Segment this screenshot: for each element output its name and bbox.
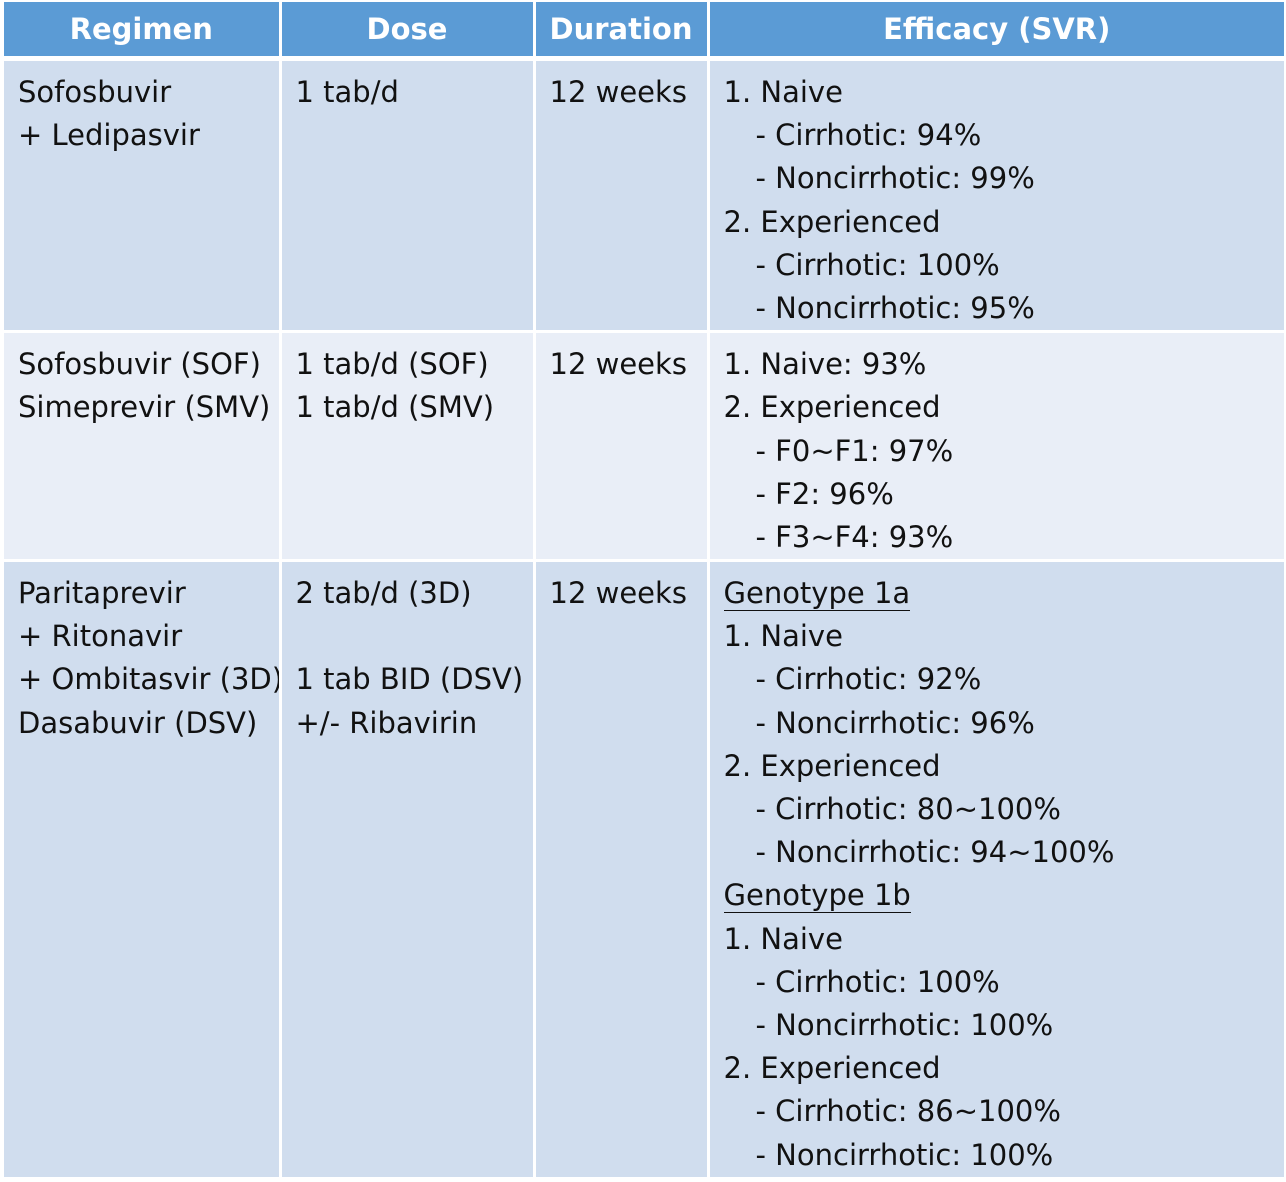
- regimen-line: Paritaprevir: [18, 576, 186, 611]
- dose-cell: 2 tab/d (3D) 1 tab BID (DSV) +/- Ribavir…: [280, 560, 536, 1180]
- regimen-line: Simeprevir (SMV): [18, 390, 271, 425]
- efficacy-item: - Noncirrhotic: 100%: [755, 1007, 1054, 1042]
- efficacy-heading: 2. Experienced: [723, 748, 941, 783]
- efficacy-item: - Noncirrhotic: 100%: [755, 1137, 1054, 1172]
- header-regimen: Regimen: [4, 2, 282, 61]
- efficacy-item: - Cirrhotic: 100%: [755, 247, 1000, 282]
- efficacy-cell: 1. Naive: 93% 2. Experienced - F0~F1: 97…: [708, 331, 1284, 563]
- efficacy-item: - Cirrhotic: 80~100%: [755, 792, 1061, 826]
- duration-cell: 12 weeks: [534, 560, 710, 1180]
- efficacy-item: - Cirrhotic: 86~100%: [755, 1094, 1061, 1129]
- regimen-line: + Ledipasvir: [18, 118, 200, 153]
- dose-line: 1 tab/d (SOF): [295, 347, 489, 382]
- dose-line: 1 tab/d (SMV): [295, 390, 495, 425]
- dose-line: +/- Ribavirin: [295, 705, 478, 740]
- duration-cell: 12 weeks: [534, 58, 710, 334]
- efficacy-cell: Genotype 1a 1. Naive - Cirrhotic: 92% - …: [708, 560, 1284, 1180]
- duration-value: 12 weeks: [549, 75, 687, 109]
- header-dose: Dose: [280, 2, 536, 61]
- regimen-line: + Ombitasvir (3D): [18, 662, 280, 697]
- efficacy-heading: 1. Naive: [723, 619, 843, 654]
- header-duration: Duration: [534, 2, 710, 61]
- regimen-cell: Paritaprevir + Ritonavir + Ombitasvir (3…: [4, 560, 282, 1180]
- header-efficacy: Efficacy (SVR): [708, 2, 1284, 61]
- efficacy-item: - F0~F1: 97%: [755, 433, 954, 468]
- header-row: Regimen Dose Duration Efficacy (SVR): [4, 2, 1284, 61]
- efficacy-item: - F3~F4: 93%: [755, 519, 954, 554]
- dose-cell: 1 tab/d (SOF) 1 tab/d (SMV): [280, 331, 536, 563]
- efficacy-item: - Cirrhotic: 94%: [755, 118, 982, 153]
- table-row: Sofosbuvir + Ledipasvir 1 tab/d 12 weeks…: [4, 58, 1284, 334]
- regimen-line: Dasabuvir (DSV): [18, 705, 258, 740]
- genotype-heading: Genotype 1a: [723, 576, 911, 612]
- regimen-line: Sofosbuvir: [18, 75, 172, 109]
- efficacy-item: - Cirrhotic: 92%: [755, 662, 982, 697]
- efficacy-item: - Noncirrhotic: 94~100%: [755, 835, 1115, 870]
- dose-line: 1 tab BID (DSV): [295, 662, 524, 697]
- efficacy-item: - F2: 96%: [755, 476, 894, 511]
- efficacy-item: - Noncirrhotic: 95%: [755, 290, 1035, 325]
- regimen-line: Sofosbuvir (SOF): [18, 347, 261, 382]
- dose-line: 2 tab/d (3D): [295, 576, 472, 611]
- efficacy-item: - Noncirrhotic: 99%: [755, 161, 1035, 196]
- efficacy-heading: 1. Naive: 93%: [723, 347, 927, 382]
- efficacy-heading: 2. Experienced: [723, 204, 941, 239]
- regimen-line: + Ritonavir: [18, 619, 183, 654]
- table-row: Paritaprevir + Ritonavir + Ombitasvir (3…: [4, 560, 1284, 1180]
- efficacy-heading: 2. Experienced: [723, 1051, 941, 1086]
- duration-cell: 12 weeks: [534, 331, 710, 563]
- efficacy-cell: 1. Naive - Cirrhotic: 94% - Noncirrhotic…: [708, 58, 1284, 334]
- regimen-table: Regimen Dose Duration Efficacy (SVR) Sof…: [4, 2, 1284, 1180]
- dose-line: 1 tab/d: [295, 75, 399, 109]
- duration-value: 12 weeks: [549, 347, 687, 382]
- dose-spacer: [296, 615, 532, 658]
- table-row: Sofosbuvir (SOF) Simeprevir (SMV) 1 tab/…: [4, 331, 1284, 563]
- duration-value: 12 weeks: [549, 576, 687, 611]
- genotype-heading: Genotype 1b: [723, 878, 911, 914]
- dose-cell: 1 tab/d: [280, 58, 536, 334]
- efficacy-item: - Noncirrhotic: 96%: [755, 705, 1035, 740]
- regimen-cell: Sofosbuvir + Ledipasvir: [4, 58, 282, 334]
- efficacy-heading: 1. Naive: [723, 75, 843, 109]
- efficacy-heading: 2. Experienced: [723, 390, 941, 425]
- regimen-cell: Sofosbuvir (SOF) Simeprevir (SMV): [4, 331, 282, 563]
- efficacy-heading: 1. Naive: [723, 921, 843, 956]
- efficacy-item: - Cirrhotic: 100%: [755, 964, 1000, 999]
